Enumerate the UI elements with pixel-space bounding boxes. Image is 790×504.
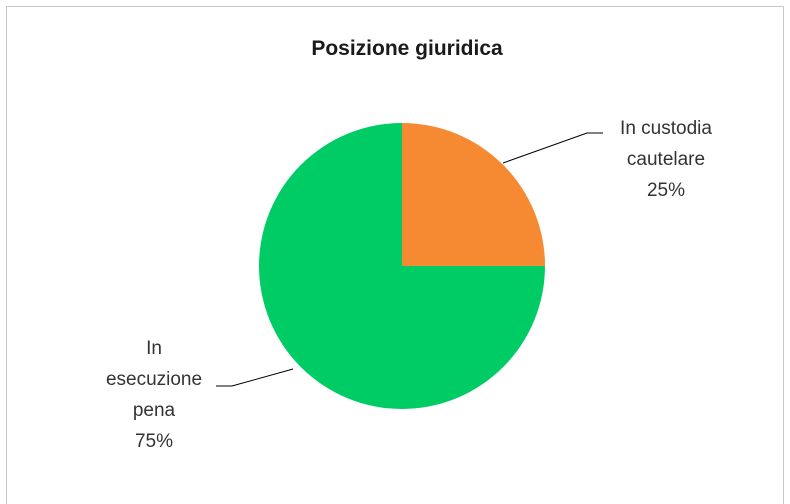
pie-slices [259, 123, 545, 409]
slice-label-line: 25% [647, 180, 685, 201]
slice-label-line: esecuzione [106, 369, 202, 390]
slice-labels: In custodia cautelare 25% In esecuzione pena 7… [106, 118, 712, 452]
leader-lines [216, 132, 603, 387]
slice-label-line: In custodia [620, 118, 712, 139]
pie-slice-0 [402, 123, 545, 266]
leader-line-0 [502, 132, 603, 164]
slice-label-line: In [146, 338, 162, 359]
slice-label-line: pena [133, 400, 176, 421]
pie-slice-1 [259, 123, 545, 409]
slice-label-line: 75% [135, 431, 173, 452]
slice-label-0: In custodia cautelare 25% [620, 118, 712, 201]
slice-label-1: In esecuzione pena 75% [106, 338, 202, 452]
leader-line-1 [216, 368, 294, 387]
slice-label-line: cautelare [627, 149, 705, 170]
chart-title: Posizione giuridica [311, 37, 503, 60]
